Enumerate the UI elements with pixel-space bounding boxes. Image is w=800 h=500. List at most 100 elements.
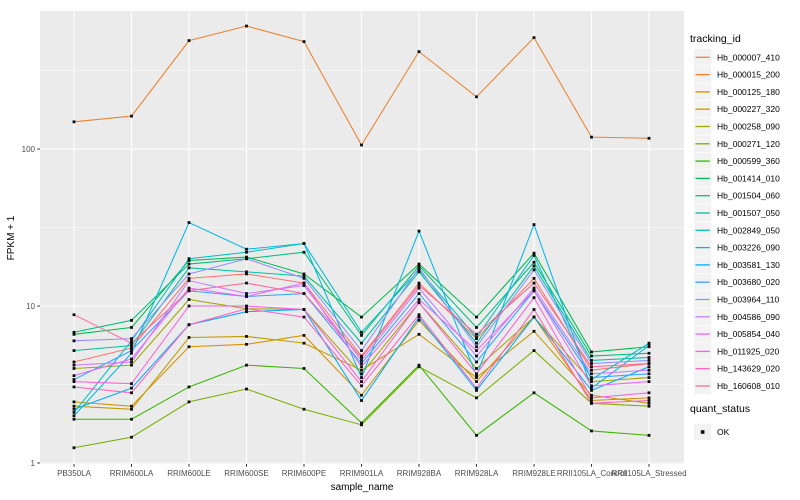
data-point <box>647 376 651 379</box>
x-tick-label: RRIM600LA <box>110 469 154 478</box>
data-point <box>417 315 421 319</box>
data-point <box>360 393 363 397</box>
data-point <box>417 264 421 268</box>
data-point <box>360 333 363 337</box>
data-point <box>532 315 536 319</box>
data-point <box>532 251 536 255</box>
data-point <box>475 332 478 336</box>
data-point <box>532 281 536 285</box>
data-point <box>532 296 536 300</box>
x-tick-label: RRII105LA_Control <box>557 469 627 478</box>
data-point <box>245 270 248 274</box>
y-tick-label: 100 <box>22 145 36 154</box>
data-point <box>245 281 248 285</box>
data-point <box>130 339 133 343</box>
data-point <box>360 315 363 319</box>
data-point <box>130 417 133 421</box>
data-point <box>532 276 536 280</box>
data-point <box>475 367 478 370</box>
data-point <box>360 354 363 358</box>
data-point <box>187 286 191 290</box>
data-point <box>417 268 421 272</box>
data-point <box>245 304 248 308</box>
data-point <box>72 400 76 404</box>
legend-title-tracking-id: tracking_id <box>690 33 741 45</box>
data-point <box>417 365 421 369</box>
legend-label-Hb_003680_020: Hb_003680_020 <box>717 277 780 287</box>
legend: Hb_000007_410 Hb_000015_200 Hb_000125_180 H… <box>694 48 780 441</box>
data-point <box>245 342 248 346</box>
data-point <box>417 262 421 266</box>
legend-label-quant-ok: OK <box>717 427 730 437</box>
data-point <box>532 223 536 226</box>
data-point <box>647 372 651 376</box>
data-point <box>72 367 76 370</box>
data-point <box>72 407 76 411</box>
data-point <box>130 407 133 411</box>
data-point <box>647 433 651 437</box>
data-point <box>72 380 76 383</box>
data-point <box>72 414 76 418</box>
data-point <box>417 318 421 322</box>
data-point <box>245 387 248 391</box>
data-point <box>590 378 593 381</box>
data-point <box>647 365 651 369</box>
legend-label-Hb_005854_040: Hb_005854_040 <box>717 329 780 339</box>
x-tick-label: RRIM600LE <box>167 469 211 478</box>
data-point <box>532 260 536 264</box>
data-point <box>647 359 651 362</box>
legend-key-square-ok <box>700 430 705 434</box>
data-point <box>532 264 536 268</box>
data-point <box>475 396 478 400</box>
legend-label-Hb_000227_320: Hb_000227_320 <box>717 104 780 114</box>
data-point <box>590 384 593 388</box>
data-point <box>532 329 536 333</box>
data-point <box>532 254 536 257</box>
y-axis-title: FPKM + 1 <box>6 215 17 260</box>
data-point <box>647 362 651 365</box>
data-point <box>130 346 133 350</box>
data-point <box>187 289 191 293</box>
data-point <box>590 368 593 372</box>
data-point <box>647 351 651 355</box>
data-point <box>532 391 536 395</box>
data-point <box>417 284 421 287</box>
x-tick-label: RRIM928LE <box>512 469 556 478</box>
data-point <box>360 365 363 369</box>
data-point <box>72 374 76 378</box>
data-point <box>475 389 478 392</box>
data-point <box>187 400 191 404</box>
legend-label-Hb_000599_360: Hb_000599_360 <box>717 156 780 166</box>
x-tick-label: RRII105LA_Stressed <box>611 469 686 478</box>
legend-label-Hb_004586_090: Hb_004586_090 <box>717 312 780 322</box>
data-point <box>532 349 536 352</box>
data-point <box>302 407 306 411</box>
data-point <box>130 386 133 390</box>
data-point <box>302 276 306 280</box>
data-point <box>130 318 133 322</box>
data-point <box>647 391 651 395</box>
x-tick-label: RRIM928LA <box>455 469 499 478</box>
data-point <box>360 362 363 365</box>
data-point <box>360 380 363 383</box>
data-point <box>302 367 306 370</box>
data-point <box>72 404 76 408</box>
data-point <box>647 380 651 383</box>
data-point <box>245 363 248 367</box>
data-point <box>302 292 306 295</box>
data-point <box>360 143 363 147</box>
data-point <box>475 341 478 345</box>
data-point <box>302 284 306 287</box>
data-point <box>72 120 76 124</box>
data-point <box>245 272 248 276</box>
data-point <box>647 396 651 400</box>
data-point <box>647 356 651 359</box>
data-point <box>590 362 593 365</box>
data-point <box>647 404 651 408</box>
data-point <box>590 429 593 433</box>
data-point <box>360 341 363 345</box>
data-point <box>302 242 306 245</box>
data-point <box>417 50 421 54</box>
data-point <box>302 40 306 44</box>
